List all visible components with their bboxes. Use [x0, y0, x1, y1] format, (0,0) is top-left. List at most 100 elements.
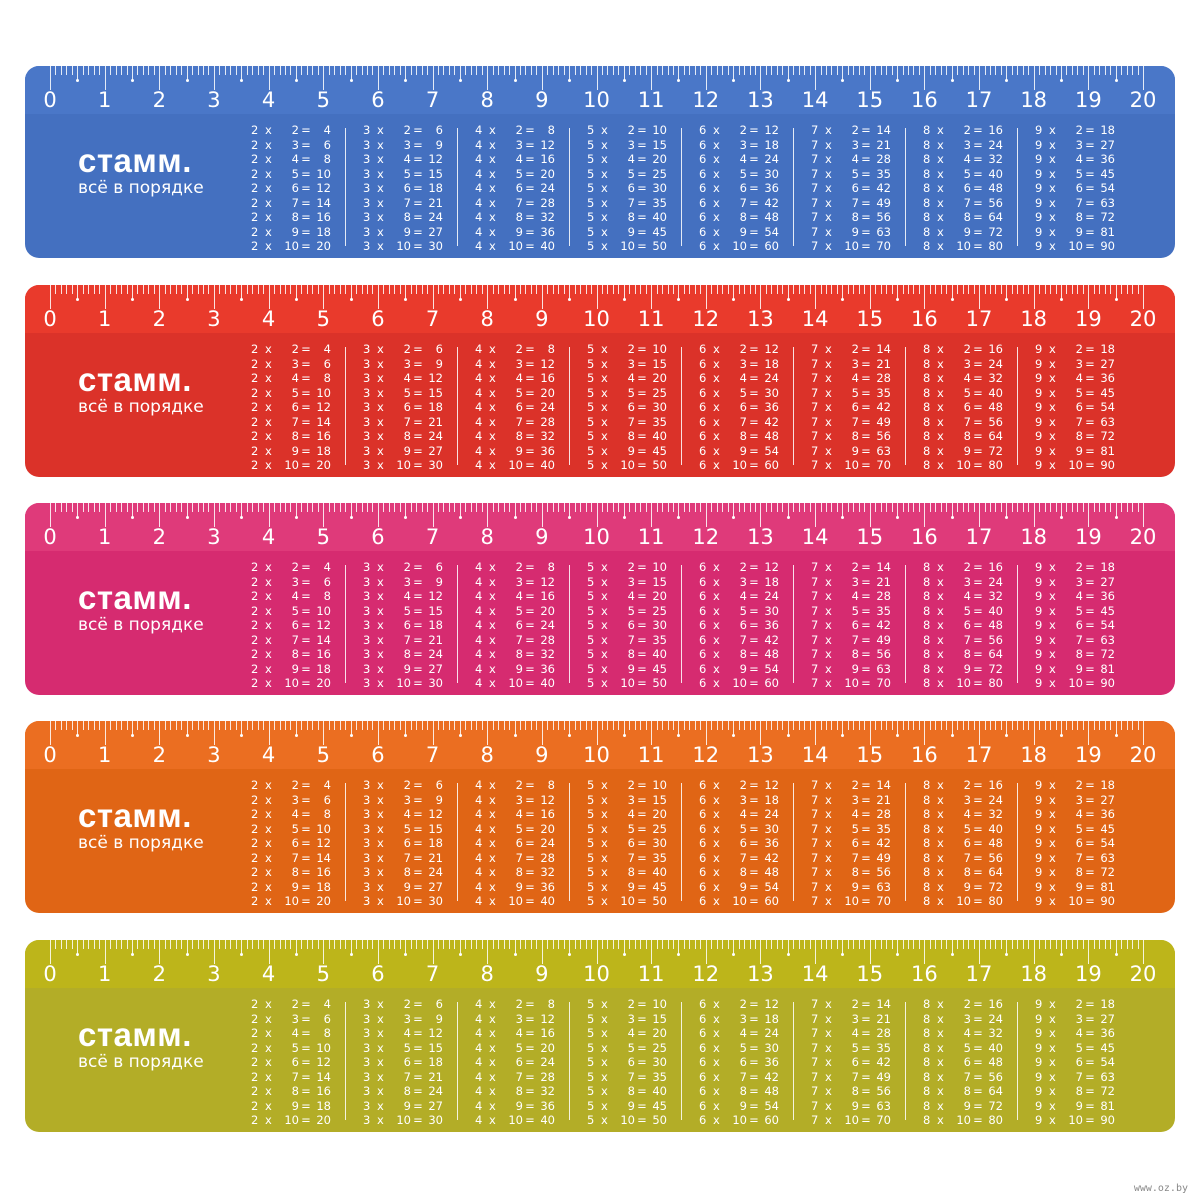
row-part: = — [637, 458, 647, 472]
half-cm-dot — [786, 79, 790, 82]
row-part: x — [713, 429, 720, 443]
mm-tick — [793, 503, 795, 512]
row-part: 7 — [291, 414, 299, 429]
table-row: 6 x 8 = 48 — [699, 647, 779, 662]
row-part: 16 — [540, 152, 555, 166]
half-cm-dot — [185, 953, 189, 956]
row-part: x — [265, 661, 272, 676]
mm-tick — [230, 721, 232, 730]
row-part: 8 — [923, 632, 931, 647]
column-divider — [457, 783, 458, 901]
half-cm-dot — [1005, 516, 1009, 519]
scale-label: 13 — [747, 525, 774, 549]
row-part: = — [861, 1026, 871, 1040]
mm-tick — [317, 285, 319, 294]
mm-tick — [1050, 940, 1052, 949]
table-row: 9 x 4 = 36 — [1035, 807, 1115, 822]
table-row: 3 x 10 = 30 — [363, 1113, 443, 1128]
scale-label: 0 — [43, 525, 57, 549]
row-part: x — [489, 647, 496, 661]
mm-tick — [891, 721, 893, 730]
table-row: 8 x 6 = 48 — [923, 618, 1003, 633]
row-part: x — [825, 1011, 832, 1026]
half-cm-dot — [732, 298, 736, 301]
row-part: 9 — [627, 1098, 635, 1113]
row-part: 4 — [475, 865, 483, 879]
row-part: = — [861, 356, 871, 371]
mm-tick — [645, 721, 647, 730]
table-row: 8 x 10 = 80 — [923, 458, 1003, 473]
mm-tick — [203, 940, 205, 949]
row-part: 90 — [1100, 676, 1115, 690]
row-part: 56 — [876, 647, 891, 661]
row-part: 15 — [428, 603, 443, 618]
table-row: 4 x 10 = 40 — [475, 458, 555, 473]
mm-tick — [509, 503, 511, 512]
row-part: 15 — [652, 574, 667, 589]
mm-tick — [88, 503, 90, 512]
row-part: x — [937, 224, 944, 239]
table-row: 5 x 2 = 10 — [587, 560, 667, 575]
row-part: 4 — [515, 371, 523, 385]
mm-tick — [940, 285, 942, 294]
row-part: x — [265, 356, 272, 371]
row-part: 10 — [732, 894, 747, 908]
scale-label: 3 — [207, 962, 221, 986]
row-part: 2 — [251, 792, 259, 807]
row-part: x — [713, 661, 720, 676]
scale-label: 13 — [747, 307, 774, 331]
scale-label: 9 — [535, 525, 549, 549]
row-part: = — [861, 458, 871, 472]
table-row: 3 x 3 = 9 — [363, 575, 443, 590]
mm-tick — [203, 721, 205, 730]
row-part: 4 — [851, 1026, 859, 1040]
row-part: 2 — [251, 632, 259, 647]
mm-tick — [629, 940, 631, 949]
row-part: x — [265, 1098, 272, 1113]
row-part: 5 — [403, 1040, 411, 1055]
row-part: 56 — [876, 429, 891, 443]
row-part: 10 — [956, 1113, 971, 1127]
cm-tick — [1143, 503, 1144, 527]
row-part: 6 — [323, 137, 331, 152]
row-part: = — [413, 443, 423, 458]
table-row: 5 x 6 = 30 — [587, 618, 667, 633]
row-part: = — [413, 137, 423, 152]
row-part: 8 — [923, 603, 931, 618]
row-part: 15 — [652, 356, 667, 371]
row-part: x — [713, 836, 720, 850]
row-part: 2 — [291, 123, 299, 137]
row-part: 3 — [363, 792, 371, 807]
row-part: 70 — [876, 239, 891, 253]
row-part: 3 — [363, 807, 371, 821]
row-part: x — [937, 356, 944, 371]
table-row: 7 x 2 = 14 — [811, 123, 891, 138]
column-divider — [905, 1002, 906, 1120]
mm-tick — [82, 503, 84, 512]
mm-tick — [383, 721, 385, 730]
mm-tick — [427, 285, 429, 294]
row-part: 8 — [923, 1084, 931, 1098]
table-row: 4 x 8 = 32 — [475, 210, 555, 225]
mm-tick — [711, 503, 713, 512]
row-part: x — [377, 850, 384, 865]
mm-tick — [984, 721, 986, 730]
mm-tick — [574, 285, 576, 294]
row-part: 6 — [699, 894, 707, 908]
mm-tick — [804, 66, 806, 75]
table-row: 6 x 7 = 42 — [699, 851, 779, 866]
scale-label: 16 — [911, 307, 938, 331]
mm-tick — [809, 66, 811, 75]
multiplication-column: 9 x 2 = 18 9 x 3 = 27 9 x 4 = 36 9 x 5 = 45 9 x 6 = 54 9 x 7 = 63 9 x 8 =… — [1035, 560, 1115, 691]
row-part: 9 — [435, 356, 443, 371]
row-part: 6 — [699, 458, 707, 472]
mm-tick — [1099, 940, 1101, 949]
mm-tick — [629, 285, 631, 294]
column-divider — [793, 347, 794, 465]
table-row: 9 x 7 = 63 — [1035, 633, 1115, 648]
mm-tick — [60, 503, 62, 512]
table-row: 6 x 5 = 30 — [699, 604, 779, 619]
mm-tick — [1099, 503, 1101, 512]
row-part: 12 — [764, 342, 779, 356]
table-row: 8 x 9 = 72 — [923, 662, 1003, 677]
